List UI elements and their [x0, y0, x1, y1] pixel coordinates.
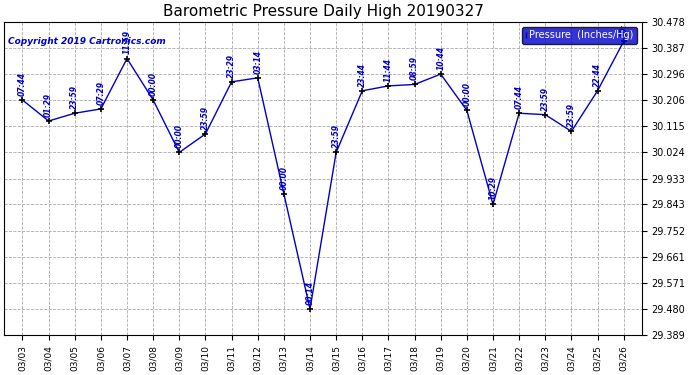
Text: 23:59: 23:59	[541, 87, 550, 111]
Text: 07:29: 07:29	[97, 81, 106, 105]
Text: 10:29: 10:29	[489, 176, 497, 200]
Text: 07:44: 07:44	[515, 85, 524, 109]
Text: 23:59: 23:59	[332, 124, 341, 148]
Text: 01:29: 01:29	[44, 93, 53, 117]
Text: 22:44: 22:44	[593, 63, 602, 87]
Text: 23:59: 23:59	[567, 103, 576, 127]
Text: 11:59: 11:59	[123, 30, 132, 54]
Text: 23:44: 23:44	[358, 63, 367, 87]
Title: Barometric Pressure Daily High 20190327: Barometric Pressure Daily High 20190327	[163, 4, 484, 19]
Text: 03:14: 03:14	[253, 50, 262, 74]
Text: 08:59: 08:59	[410, 56, 419, 80]
Text: 00:14: 00:14	[306, 281, 315, 305]
Text: 23:59: 23:59	[70, 85, 79, 109]
Text: Copyright 2019 Cartronics.com: Copyright 2019 Cartronics.com	[8, 37, 166, 46]
Text: 23:59: 23:59	[201, 106, 210, 130]
Text: 00:00: 00:00	[175, 124, 184, 148]
Text: 11:44: 11:44	[384, 58, 393, 82]
Text: 07:44: 07:44	[18, 72, 27, 96]
Text: 00:00: 00:00	[148, 72, 158, 96]
Text: 00:00: 00:00	[462, 82, 471, 106]
Text: 23:29: 23:29	[227, 54, 236, 78]
Text: 00:00: 00:00	[279, 166, 288, 190]
Text: 10:: 10:	[619, 24, 628, 37]
Text: 10:44: 10:44	[436, 46, 445, 70]
Legend: Pressure  (Inches/Hg): Pressure (Inches/Hg)	[522, 27, 637, 44]
